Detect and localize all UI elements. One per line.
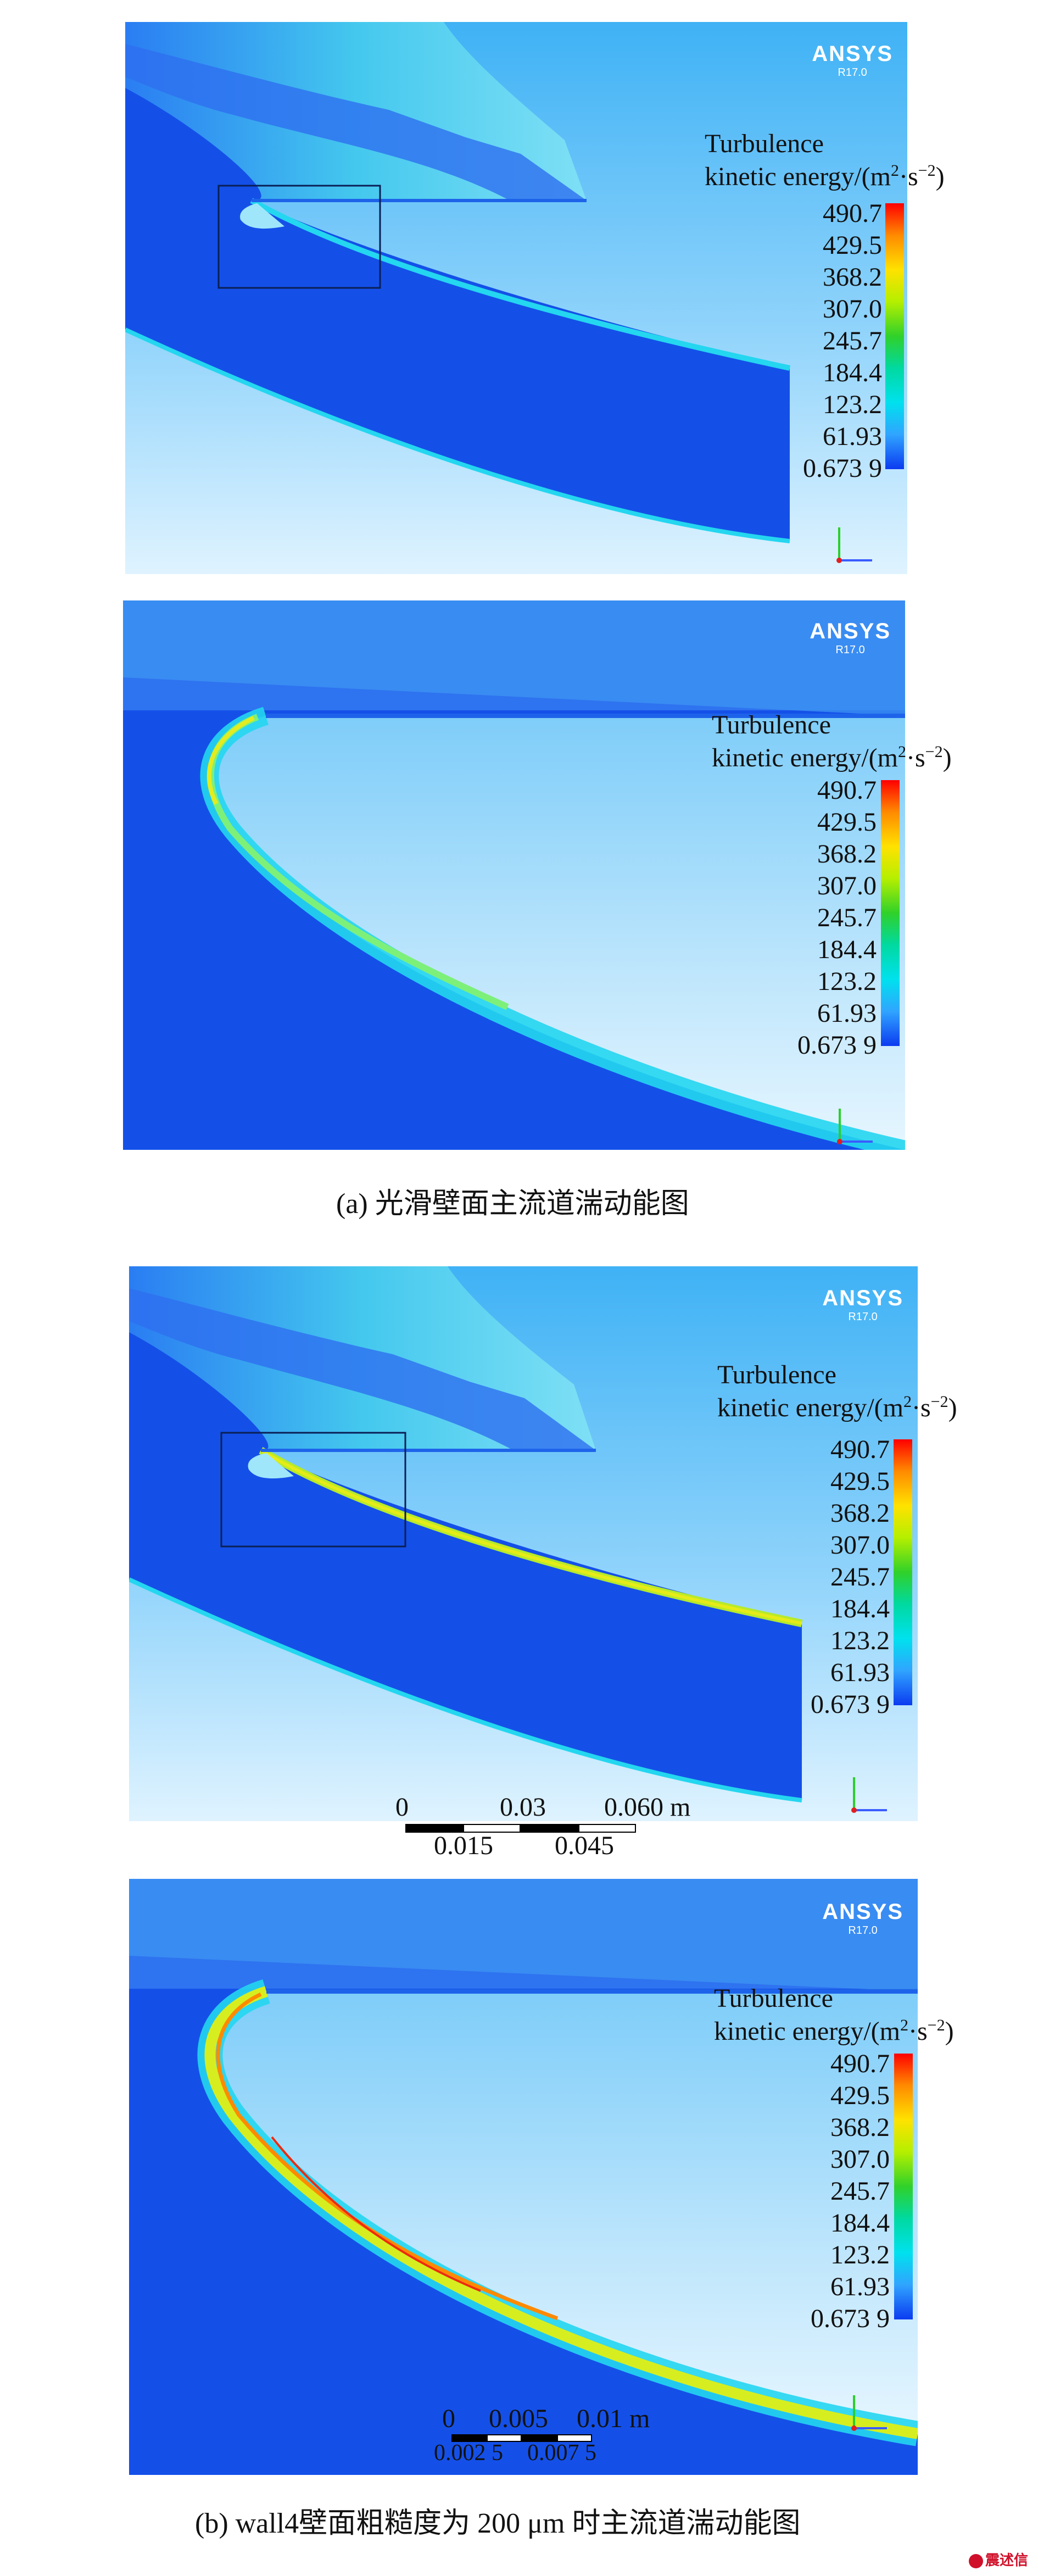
colorbar-labels: 490.7 429.5 368.2 307.0 245.7 184.4 123.2 61.… [811, 2049, 890, 2333]
axis-triad [851, 2395, 887, 2431]
scale-bar-overview: 0 0.03 0.060 m 0.015 0.045 [395, 1793, 691, 1860]
colorbar [881, 780, 900, 1046]
colorbar-labels: 490.7 429.5 368.2 307.0 245.7 184.4 123.2 61.… [811, 1435, 890, 1719]
contour-plot [129, 1266, 918, 1821]
contour-plot [123, 600, 905, 1150]
watermark-icon [968, 2554, 983, 2569]
ansys-logo: ANSYS R17.0 [822, 1900, 903, 1937]
ansys-logo: ANSYS R17.0 [822, 1286, 903, 1323]
colorbar [894, 2054, 913, 2319]
ansys-logo: ANSYS R17.0 [810, 619, 891, 656]
caption-b: (b) wall4壁面粗糙度为 200 μm 时主流道湍动能图 [195, 2508, 801, 2539]
watermark: 震述信 [968, 2549, 1028, 2569]
axis-triad [837, 1109, 873, 1144]
colorbar [894, 1439, 912, 1705]
legend-title: Turbulence kinetic energy/(m2·s−2) [714, 1984, 954, 2046]
legend-title: Turbulence kinetic energy/(m2·s−2) [705, 129, 945, 191]
zoom-region-box [217, 185, 381, 289]
panel-a-zoom: ANSYS R17.0 [123, 600, 905, 1150]
ansys-logo: ANSYS R17.0 [812, 42, 893, 79]
colorbar [885, 203, 904, 469]
panel-b-zoom: ANSYS R17.0 [129, 1879, 918, 2475]
caption-a: (a) 光滑壁面主流道湍动能图 [336, 1188, 689, 1220]
axis-triad [836, 527, 872, 563]
colorbar-labels: 490.7 429.5 368.2 307.0 245.7 184.4 123.2 61.… [797, 776, 877, 1060]
legend-title: Turbulence kinetic energy/(m2·s−2) [712, 710, 952, 772]
contour-plot [129, 1879, 918, 2475]
contour-plot [125, 22, 907, 574]
legend-title: Turbulence kinetic energy/(m2·s−2) [717, 1360, 957, 1422]
panel-a-overview: ANSYS R17.0 [125, 22, 907, 574]
scale-bar-zoom: 0 0.005 0.01 m 0.002 5 0.007 5 [434, 2404, 650, 2466]
zoom-region-box [220, 1432, 406, 1548]
colorbar-labels: 490.7 429.5 368.2 307.0 245.7 184.4 123.2 61.… [803, 199, 882, 483]
axis-triad [851, 1777, 887, 1813]
panel-b-overview: ANSYS R17.0 [129, 1266, 918, 1821]
